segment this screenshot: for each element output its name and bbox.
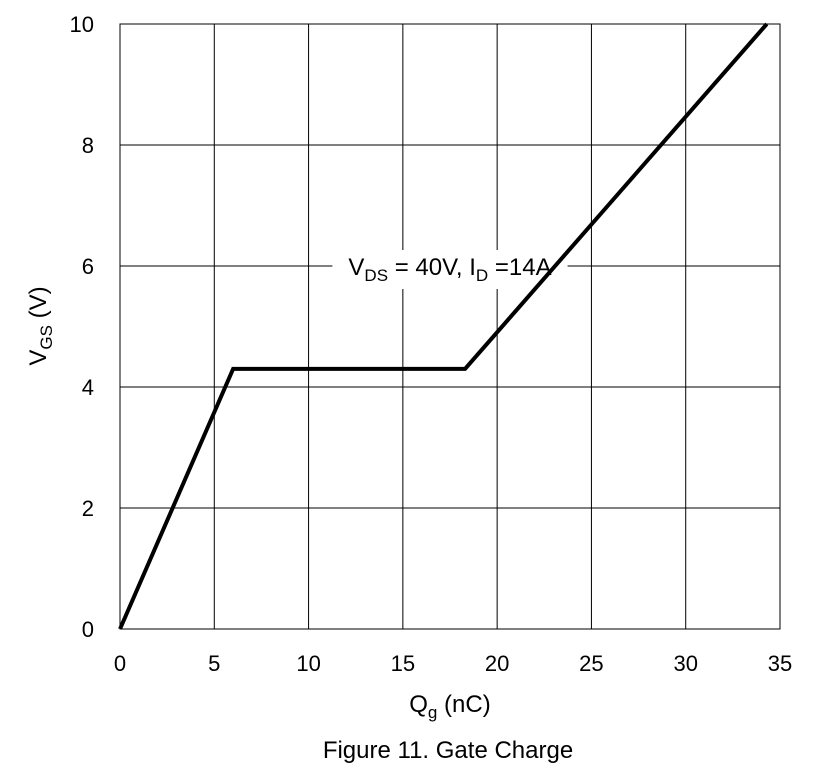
- vds-subscript: DS: [364, 266, 388, 285]
- figure-caption: Figure 11. Gate Charge: [323, 737, 573, 764]
- id-subscript: D: [476, 266, 488, 285]
- plot-background: [120, 24, 780, 629]
- x-axis-unit: (nC): [437, 691, 490, 718]
- y-tick-label: 6: [82, 254, 94, 279]
- y-axis-title: VGS (V): [25, 286, 56, 365]
- x-tick-labels: 0 5 10 15 20 25 30 35: [114, 651, 792, 676]
- data-series: [118, 22, 769, 630]
- gate-charge-line: [118, 22, 769, 630]
- x-axis-symbol: Q: [409, 691, 428, 718]
- vds-symbol: V: [348, 254, 364, 281]
- x-tick-label: 20: [485, 651, 509, 676]
- y-axis-symbol: V: [25, 350, 52, 366]
- y-axis-subscript: GS: [37, 325, 56, 350]
- y-axis-unit: (V): [25, 286, 52, 325]
- plot-frame: [119, 23, 781, 630]
- condition-annotation: VDS = 40V, ID =14A: [332, 250, 568, 289]
- vds-value: = 40V, I: [388, 254, 476, 281]
- id-value: =14A: [488, 254, 551, 281]
- x-tick-label: 10: [296, 651, 320, 676]
- y-tick-label: 2: [82, 496, 94, 521]
- x-tick-label: 35: [768, 651, 792, 676]
- x-tick-label: 5: [208, 651, 220, 676]
- x-tick-label: 15: [391, 651, 415, 676]
- y-tick-labels: 0 2 4 6 8 10: [70, 12, 94, 642]
- x-axis-subscript: g: [428, 703, 437, 722]
- x-tick-label: 30: [673, 651, 697, 676]
- x-axis-title: Qg (nC): [409, 691, 490, 722]
- condition-label: VDS = 40V, ID =14A: [348, 254, 551, 285]
- y-tick-label: 10: [70, 12, 94, 37]
- y-tick-label: 8: [82, 133, 94, 158]
- y-tick-label: 4: [82, 375, 94, 400]
- x-tick-label: 0: [114, 651, 126, 676]
- y-tick-label: 0: [82, 617, 94, 642]
- annotation-background: [332, 250, 568, 289]
- x-tick-label: 25: [579, 651, 603, 676]
